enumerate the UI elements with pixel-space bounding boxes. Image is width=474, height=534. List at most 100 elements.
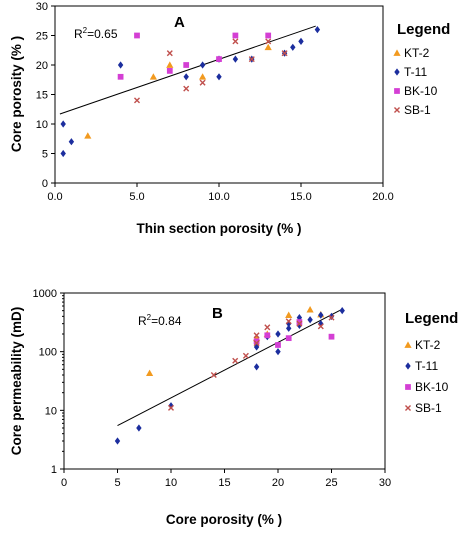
x-tick-label: 0 (61, 477, 67, 489)
data-point-bk-10 (253, 338, 260, 345)
data-point-kt-2 (264, 43, 272, 51)
series-kt-2 (84, 43, 272, 139)
data-point-bk-10 (328, 333, 335, 340)
data-point-kt-2 (166, 61, 174, 68)
chart-a-y-axis-label: Core porosity (% ) (9, 36, 24, 152)
data-point-sb-1 (281, 50, 288, 57)
series-sb-1 (133, 38, 288, 104)
data-point-t-11 (168, 402, 174, 410)
x-tick-label: 20 (272, 477, 284, 489)
y-tick-label: 5 (42, 149, 48, 161)
data-point-t-11 (253, 363, 260, 371)
data-point-sb-1 (296, 320, 303, 327)
data-point-t-11 (183, 73, 189, 81)
x-tick-label: 20.0 (372, 191, 393, 203)
data-point-sb-1 (183, 85, 190, 92)
legend-marker-kt-2 (404, 341, 412, 348)
data-point-t-11 (275, 330, 281, 338)
data-point-sb-1 (317, 323, 324, 330)
legend-marker-bk-10 (394, 88, 400, 94)
data-point-bk-10 (275, 342, 281, 348)
data-point-bk-10 (285, 335, 292, 342)
x-tick-label: 10 (165, 477, 177, 489)
data-point-t-11 (286, 324, 292, 332)
data-point-sb-1 (253, 340, 260, 347)
data-point-sb-1 (328, 314, 335, 321)
data-point-sb-1 (232, 38, 239, 45)
data-point-t-11 (314, 26, 321, 34)
data-point-t-11 (117, 61, 124, 69)
chart-a: 0.0 5.0 10.0 15.0 20.0 0 5 10 15 20 25 30 A R2=0.65… (9, 1, 450, 236)
data-point-sb-1 (248, 56, 255, 63)
data-point-kt-2 (306, 306, 314, 313)
y-tick-label: 25 (36, 31, 48, 43)
legend-label-sb-1: SB-1 (404, 103, 431, 117)
data-point-sb-1 (199, 79, 206, 86)
series-sb-1 (167, 314, 335, 411)
data-point-t-11 (68, 138, 75, 146)
legend-label-sb-1: SB-1 (415, 401, 442, 415)
data-point-kt-2 (285, 311, 293, 318)
y-tick-label: 10 (36, 119, 48, 131)
data-point-t-11 (136, 424, 142, 432)
chart-b-trendline (117, 308, 343, 427)
series-bk-10 (117, 32, 272, 80)
chart-b-x-axis-label: Core porosity (% ) (166, 512, 282, 527)
legend-label-t-11: T-11 (404, 65, 427, 79)
data-point-t-11 (232, 55, 239, 63)
data-point-t-11 (298, 37, 304, 45)
data-point-bk-10 (296, 319, 303, 325)
chart-b-y-axis-label: Core permeability (mD) (9, 307, 24, 456)
y-tick-label: 1 (51, 464, 57, 476)
chart-a-points (60, 26, 321, 158)
chart-b-r2-annotation: R2=0.84 (138, 313, 182, 328)
data-point-t-11 (60, 120, 66, 128)
data-point-t-11 (290, 43, 296, 51)
data-point-sb-1 (232, 357, 239, 364)
legend-marker-kt-2 (393, 49, 401, 56)
data-point-sb-1 (285, 318, 292, 325)
y-tick-label: 30 (36, 1, 48, 13)
chart-b-ticks: 0 5 10 15 20 25 30 1 10 100 1000 (33, 288, 392, 489)
data-point-t-11 (318, 311, 324, 319)
data-point-sb-1 (166, 50, 173, 57)
x-tick-label: 15.0 (290, 191, 311, 203)
data-point-kt-2 (149, 73, 157, 80)
legend-marker-sb-1 (393, 106, 401, 114)
data-point-t-11 (199, 61, 206, 69)
legend-marker-sb-1 (404, 404, 412, 412)
chart-a-legend: Legend KT-2 T-11 BK-10 SB-1 (393, 21, 450, 117)
data-point-sb-1 (167, 404, 175, 411)
legend-label-kt-2: KT-2 (415, 338, 441, 352)
x-tick-label: 30 (379, 477, 391, 489)
x-tick-label: 25 (325, 477, 337, 489)
series-bk-10 (253, 319, 335, 348)
x-tick-label: 5.0 (129, 191, 144, 203)
legend-label-kt-2: KT-2 (404, 46, 430, 60)
x-tick-label: 10.0 (208, 191, 229, 203)
data-point-kt-2 (146, 369, 154, 377)
y-tick-label: 20 (36, 60, 48, 72)
x-tick-label: 0.0 (47, 191, 62, 203)
data-point-t-11 (339, 307, 345, 315)
data-point-t-11 (307, 316, 313, 324)
data-point-sb-1 (265, 38, 272, 45)
chart-a-plot-area (54, 5, 384, 184)
data-point-bk-10 (183, 62, 190, 68)
legend-marker-t-11 (394, 68, 400, 76)
chart-b-legend-title: Legend (405, 310, 458, 327)
x-tick-label: 5 (114, 477, 120, 489)
chart-a-legend-title: Legend (397, 21, 450, 38)
data-point-sb-1 (133, 97, 141, 104)
data-point-t-11 (60, 149, 66, 158)
chart-b-legend: Legend KT-2 T-11 BK-10 SB-1 (404, 310, 458, 415)
y-tick-label: 0 (42, 178, 48, 190)
data-point-bk-10 (265, 32, 272, 39)
data-point-bk-10 (117, 73, 124, 80)
data-point-kt-2 (84, 132, 92, 139)
chart-b-plot-area (63, 292, 386, 470)
legend-marker-t-11 (405, 362, 411, 370)
chart-a-panel-label: A (174, 14, 185, 31)
legend-marker-bk-10 (405, 384, 411, 390)
